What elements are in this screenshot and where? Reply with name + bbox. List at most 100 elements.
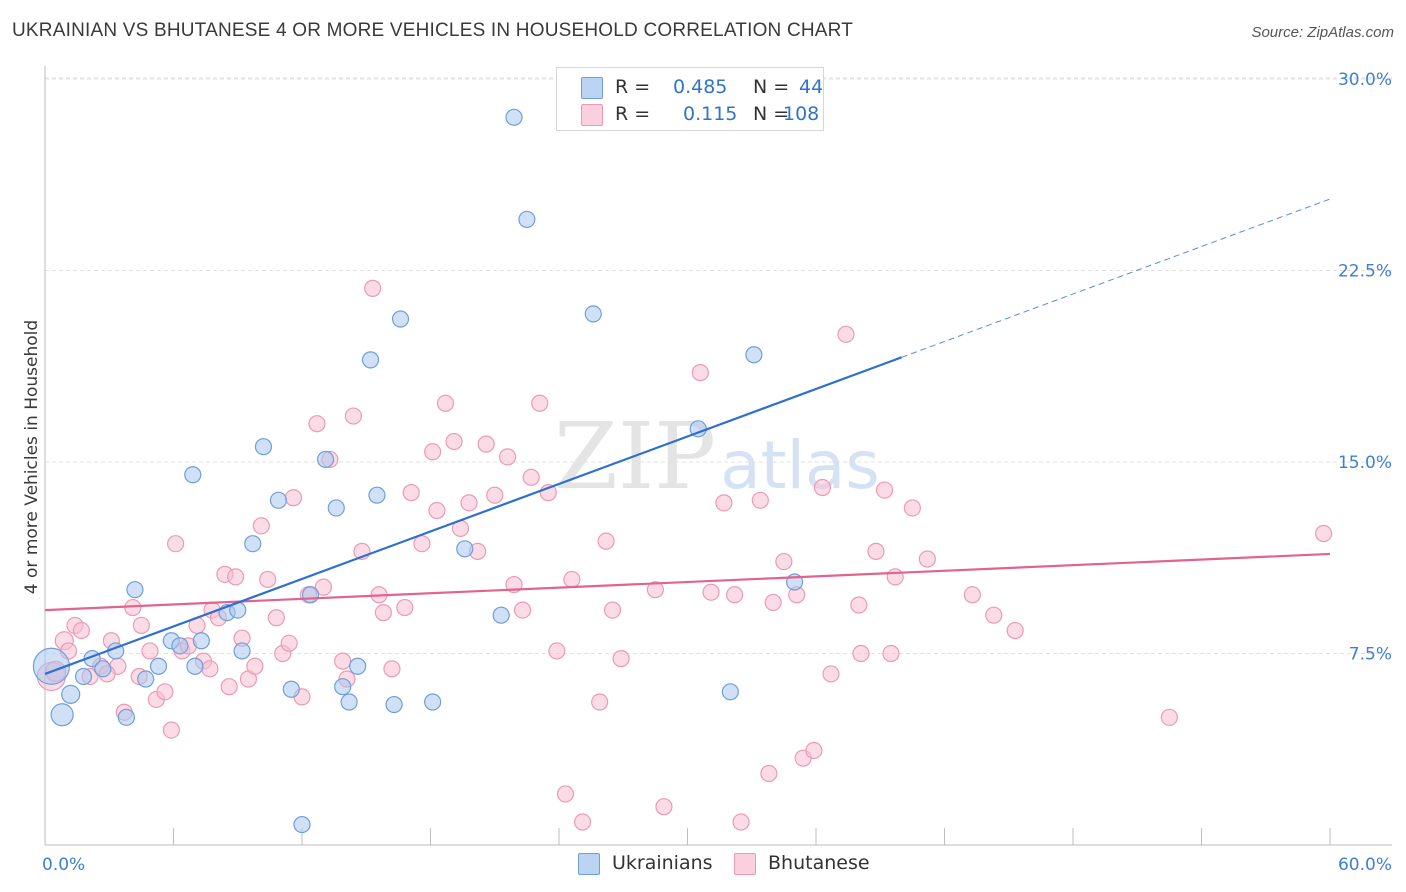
ukrainian-point (32, 647, 71, 685)
bhutanese-point (383, 660, 401, 678)
ukrainian-point (149, 657, 168, 675)
bhutanese-point (886, 568, 904, 586)
bhutanese-point (875, 481, 894, 499)
source-label: Source: ZipAtlas.com (1251, 24, 1394, 41)
ukrainian-point (244, 535, 262, 553)
bhutanese-point (308, 415, 326, 433)
ukrainian-points (32, 108, 804, 834)
n-value: 44 (799, 76, 824, 98)
bhutanese-point (156, 683, 174, 701)
bhutanese-point (374, 604, 392, 622)
y-axis-title: 4 or more Vehicles in Household (22, 319, 42, 595)
ukrainian-point (349, 657, 367, 675)
bhutanese-point (646, 581, 664, 599)
bhutanese-point (141, 642, 159, 660)
bhutanese-point (284, 489, 303, 507)
bhutanese-point (522, 468, 540, 486)
bhutanese-point (162, 721, 180, 739)
ukrainian-point (505, 108, 523, 126)
bhutanese-point (732, 813, 750, 831)
bhutanese-point (548, 642, 566, 660)
n-label: N = (753, 76, 790, 98)
bhutanese-points (36, 279, 1333, 831)
ukrainian-point (74, 667, 93, 686)
bhutanese-point (715, 494, 733, 512)
tick-labels: 7.5% 15.0% 22.5% 30.0% 0.0% 60.0% (42, 70, 1392, 875)
ukrainian-point (293, 815, 311, 834)
chart-title: UKRAINIAN VS BHUTANESE 4 OR MORE VEHICLE… (12, 20, 854, 41)
bhutanese-point (246, 657, 264, 675)
bhutanese-point (486, 486, 504, 504)
bhutanese-point (436, 394, 455, 412)
bhutanese-point (822, 665, 840, 683)
ukrainian-point (254, 438, 273, 456)
ukrainian-point (282, 680, 300, 698)
ukrainian-point (745, 346, 763, 364)
bhutanese-point (413, 535, 431, 553)
bhutanese-point (591, 693, 609, 711)
r-value: 0.485 (673, 76, 728, 98)
legend-swatch-blue (581, 77, 603, 99)
bhutanese-point (344, 407, 362, 425)
bhutanese-point (764, 593, 782, 612)
legend-label-bhutanese: Bhutanese (768, 852, 870, 874)
bhutanese-point (220, 678, 238, 696)
bhutanese-point (201, 660, 219, 678)
y-tick-label: 7.5% (1349, 645, 1392, 665)
ukrainian-point (61, 684, 81, 704)
ukrainian-point (117, 708, 135, 726)
bhutanese-point (364, 279, 382, 297)
bhutanese-point (396, 598, 414, 617)
bhutanese-point (963, 586, 981, 604)
bhutanese-point (852, 644, 870, 663)
ukrainian-point (50, 703, 74, 727)
trend-lines (44, 198, 1331, 675)
ukrainian-point (126, 581, 144, 599)
bhutanese-point (805, 741, 823, 760)
ukrainian-point (137, 670, 155, 688)
ukrainian-point (233, 642, 251, 660)
ukrainian-point (327, 499, 345, 517)
bhutanese-point (760, 764, 778, 783)
ukrainian-point (368, 486, 386, 504)
ukrainian-point (391, 310, 410, 328)
axes (44, 66, 1392, 846)
gridlines (45, 77, 1392, 654)
ukrainian-point (171, 637, 189, 655)
ukrainian-trend-extension (901, 198, 1331, 358)
bhutanese-point (132, 616, 150, 635)
bhutanese-point (882, 644, 900, 663)
ukrainian-point (721, 683, 739, 701)
ukrainian-point (186, 657, 204, 675)
bhutanese-point (445, 432, 463, 451)
n-value: 108 (783, 103, 820, 125)
bhutanese-point (280, 634, 298, 652)
bhutanese-point (563, 570, 581, 589)
y-tick-label: 22.5% (1338, 262, 1392, 282)
n-label: N = (753, 103, 790, 125)
ukrainian-point (334, 678, 352, 696)
ukrainian-point (518, 210, 536, 229)
bhutanese-point (424, 443, 442, 461)
ukrainian-point (269, 491, 288, 509)
bhutanese-point (775, 552, 793, 571)
ukrainian-point (192, 632, 210, 650)
r-label: R = (615, 76, 651, 98)
legend-swatch-pink (734, 853, 756, 875)
bhutanese-point (72, 621, 91, 640)
r-value: 0.115 (683, 103, 738, 125)
bhutanese-point (1160, 708, 1178, 726)
bhutanese-point (573, 813, 592, 831)
bhutanese-point (402, 484, 420, 502)
y-tick-label: 30.0% (1338, 70, 1392, 90)
bhutanese-point (850, 596, 868, 614)
ukrainian-point (492, 606, 510, 624)
ukrainian-point (584, 305, 602, 323)
bhutanese-point (1314, 524, 1333, 543)
bhutanese-point (334, 652, 352, 670)
bhutanese-point (903, 499, 921, 517)
legend-swatch-pink (581, 104, 603, 126)
bhutanese-point (499, 448, 517, 466)
bhutanese-point (259, 570, 277, 589)
